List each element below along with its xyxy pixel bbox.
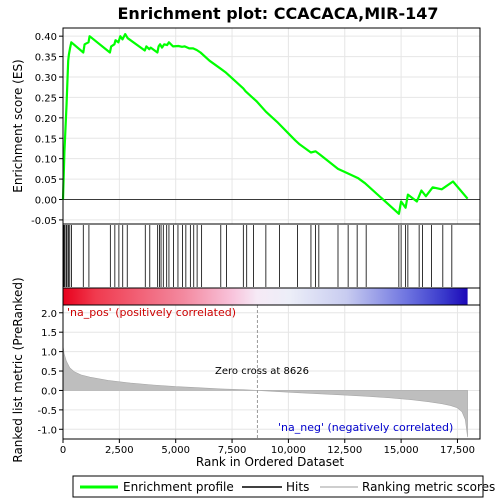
enrichment-score-panel: -0.05 0.00 0.05 0.10 0.15 0.20 0.25 0.30 0.35 0.4… <box>11 27 481 227</box>
top-y-tick-label: 0.05 <box>35 175 57 186</box>
legend-label-ranking: Ranking metric scores <box>362 480 495 494</box>
bottom-y-tick-label: -1.0 <box>37 425 57 436</box>
neg-label: 'na_neg' (negatively correlated) <box>278 421 453 434</box>
top-y-tick-label: 0.40 <box>35 32 57 43</box>
enrichment-profile-line <box>61 32 469 215</box>
rank-color-bar <box>62 287 481 306</box>
x-tick-label: 2,500 <box>105 445 134 456</box>
bottom-y-tick-label: 2.0 <box>41 309 57 320</box>
top-y-tick-label: 0.35 <box>35 53 57 64</box>
top-y-tick-label: 0.15 <box>35 134 57 145</box>
bottom-y-tick-label: 0.0 <box>41 386 57 397</box>
x-tick-label: 15,000 <box>384 445 419 456</box>
x-tick-label: 5,000 <box>161 445 190 456</box>
ranked-metric-panel: -1.0 -0.5 0.0 0.5 1.0 1.5 2.0 'na_pos' (positi… <box>11 277 481 463</box>
top-y-tick-label: 0.20 <box>35 114 57 125</box>
bottom-y-tick-label: 1.0 <box>41 348 57 359</box>
chart-title: Enrichment plot: CCACACA,MIR-147 <box>118 4 439 23</box>
x-tick-label: 10,000 <box>271 445 306 456</box>
top-y-tick-label: -0.05 <box>31 216 57 227</box>
zero-cross-label: Zero cross at 8626 <box>215 366 309 377</box>
x-tick-label: 12,500 <box>327 445 362 456</box>
legend-label-enrichment: Enrichment profile <box>123 480 234 494</box>
x-tick-label: 7,500 <box>218 445 247 456</box>
x-tick-label: 17,500 <box>440 445 475 456</box>
bottom-y-tick-label: -0.5 <box>37 406 57 417</box>
pos-label: 'na_pos' (positively correlated) <box>67 306 236 319</box>
bottom-y-tick-label: 0.5 <box>41 367 57 378</box>
x-axis-label: Rank in Ordered Dataset <box>196 455 344 469</box>
legend: Enrichment profile Hits Ranking metric s… <box>72 475 495 498</box>
hits-panel <box>62 223 481 289</box>
top-y-tick-label: 0.10 <box>35 155 57 166</box>
legend-label-hits: Hits <box>286 480 309 494</box>
top-y-tick-label: 0.25 <box>35 93 57 104</box>
ranking-metric-area <box>62 345 468 438</box>
top-y-axis-label: Enrichment score (ES) <box>11 59 25 192</box>
bottom-y-axis-label: Ranked list metric (PreRanked) <box>11 277 25 462</box>
bottom-y-tick-label: 1.5 <box>41 328 57 339</box>
x-tick-label: 0 <box>60 445 66 456</box>
top-y-tick-label: 0.30 <box>35 73 57 84</box>
top-y-tick-label: 0.00 <box>35 196 57 207</box>
